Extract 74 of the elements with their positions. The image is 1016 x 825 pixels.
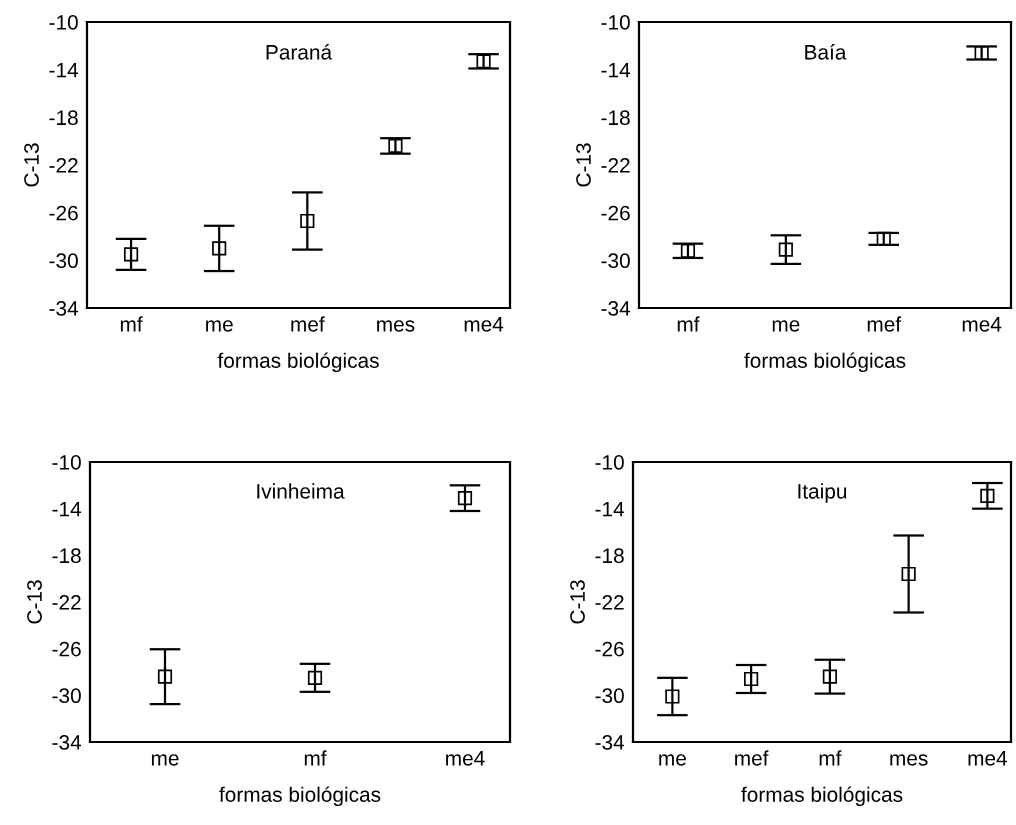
- x-tick-label: mf: [677, 316, 700, 332]
- x-tick-label: me: [772, 320, 800, 332]
- text: Ivinheima: [257, 483, 345, 499]
- point: [778, 242, 793, 257]
- y-tick-label: -14: [601, 62, 631, 78]
- y-tick-label: -34: [52, 735, 82, 750]
- point: [157, 669, 173, 684]
- point: [680, 243, 696, 258]
- point: [476, 54, 491, 69]
- x-tick-label: me4: [968, 751, 1008, 766]
- y-tick-label: -10: [52, 455, 81, 470]
- x-axis-title: formas biológicas: [217, 352, 379, 373]
- text: Baía: [805, 44, 847, 60]
- y-tick-label: -30: [595, 688, 624, 704]
- y-tick-label: -18: [595, 548, 624, 564]
- x-tick-label: mf: [304, 750, 327, 766]
- x-axis-title: formas biológicas: [219, 786, 381, 807]
- text: Paraná: [266, 44, 333, 60]
- x-tick-label: mes: [377, 320, 415, 332]
- point: [822, 669, 837, 684]
- x-axis-title: formas biológicas: [741, 786, 903, 807]
- x-tick-label: me4: [464, 317, 504, 332]
- x-tick-label: mf: [819, 750, 842, 766]
- y-tick-label: -30: [49, 253, 78, 269]
- y-tick-label: -30: [601, 253, 630, 269]
- x-tick-label: me4: [962, 317, 1002, 332]
- y-tick-label: -10: [49, 15, 78, 30]
- y-tick-label: -14: [49, 62, 79, 78]
- x-tick-label: me: [659, 754, 686, 766]
- x-tick-label: me: [206, 320, 233, 332]
- point: [388, 138, 403, 154]
- y-tick-label: -26: [52, 641, 81, 657]
- point: [974, 45, 989, 61]
- x-tick-label: me: [151, 754, 179, 766]
- x-axis-title: formas biológicas: [744, 352, 906, 373]
- y-tick-label: -26: [601, 205, 630, 221]
- y-tick-label: -34: [601, 301, 631, 316]
- y-tick-label: -22: [595, 595, 624, 610]
- x-tick-label: mef: [867, 316, 902, 332]
- y-tick-label: -10: [595, 455, 624, 470]
- point: [665, 689, 680, 704]
- y-axis-title: C-13: [576, 143, 591, 187]
- y-tick-label: -26: [595, 641, 624, 657]
- y-tick-label: -14: [52, 501, 82, 517]
- text: Itaipu: [798, 483, 847, 503]
- point: [744, 671, 759, 687]
- y-tick-label: -34: [49, 301, 79, 316]
- point: [876, 231, 891, 246]
- y-tick-label: -18: [601, 110, 630, 126]
- y-tick-label: -18: [52, 548, 81, 564]
- y-axis-title: C-13: [570, 580, 585, 624]
- point: [457, 491, 473, 506]
- point: [300, 213, 315, 229]
- y-tick-label: -10: [601, 15, 630, 30]
- point: [980, 488, 995, 503]
- y-tick-label: -22: [49, 158, 78, 173]
- y-axis-title: C-13: [24, 143, 39, 187]
- y-tick-label: -30: [52, 688, 81, 704]
- point: [212, 241, 227, 256]
- point: [123, 247, 139, 262]
- y-tick-label: -18: [49, 110, 78, 126]
- y-tick-label: -22: [52, 595, 81, 610]
- y-tick-label: -14: [595, 501, 625, 517]
- y-tick-label: -22: [601, 158, 630, 173]
- y-tick-label: -26: [49, 205, 78, 221]
- x-tick-label: mef: [735, 750, 769, 766]
- y-axis-title: C-13: [27, 580, 42, 624]
- point: [307, 670, 323, 685]
- x-tick-label: mf: [120, 316, 143, 332]
- x-tick-label: mef: [291, 316, 325, 332]
- x-tick-label: mes: [890, 754, 928, 766]
- x-tick-label: me4: [446, 751, 485, 766]
- y-tick-label: -34: [595, 735, 625, 750]
- point: [901, 566, 916, 582]
